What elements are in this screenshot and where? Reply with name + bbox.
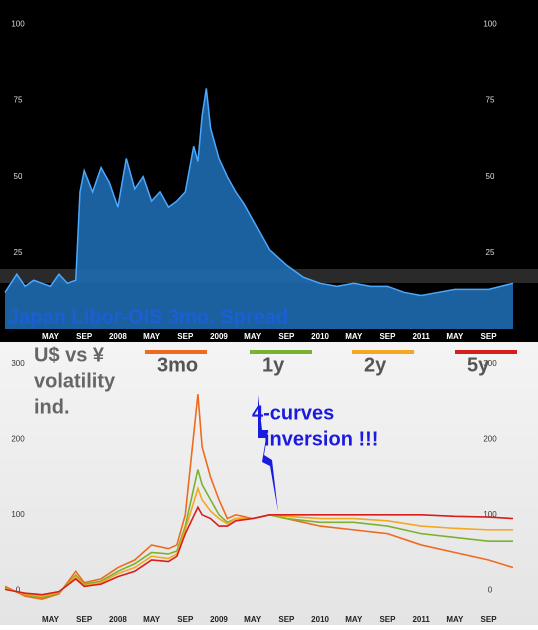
x-tick-label: 2009 xyxy=(210,332,228,341)
x-tick-label: SEP xyxy=(379,615,396,624)
series-line xyxy=(4,469,513,599)
bottom-background xyxy=(0,342,538,625)
y-tick-label: 50 xyxy=(14,172,23,181)
y-tick-label: 300 xyxy=(11,359,25,368)
chart-title: Japan Libor-OIS 3mo. Spread xyxy=(8,306,288,328)
legend-swatch xyxy=(250,350,312,354)
legend-label: 5y xyxy=(467,354,490,376)
area xyxy=(5,88,513,329)
y-tick-label: 100 xyxy=(11,510,25,519)
y-tick-label: 100 xyxy=(11,19,25,28)
y2-tick-label: 50 xyxy=(486,172,495,181)
series-line xyxy=(4,485,513,597)
y-tick-label: 200 xyxy=(11,435,25,444)
x-tick-label: SEP xyxy=(76,332,93,341)
legend-swatch xyxy=(455,350,517,354)
x-tick-label: SEP xyxy=(278,615,295,624)
note: U$ vs ¥ xyxy=(34,344,105,366)
legend-label: 1y xyxy=(262,354,285,376)
y-tick-label: 75 xyxy=(14,96,23,105)
x-tick-label: MAY xyxy=(42,332,60,341)
callout: inversion !!! xyxy=(264,428,378,450)
y2-tick-label: 100 xyxy=(483,19,497,28)
note: ind. xyxy=(34,396,70,418)
x-tick-label: 2010 xyxy=(311,332,329,341)
legend-swatch xyxy=(145,350,207,354)
x-tick-label: 2011 xyxy=(412,332,430,341)
x-tick-label: SEP xyxy=(481,332,498,341)
y2-tick-label: 75 xyxy=(486,96,495,105)
y-tick-label: 0 xyxy=(16,585,21,594)
x-tick-label: MAY xyxy=(42,615,60,624)
note: volatility xyxy=(34,370,116,392)
x-tick-label: MAY xyxy=(143,332,161,341)
series-line xyxy=(4,505,514,596)
x-tick-label: MAY xyxy=(345,332,363,341)
y2-tick-label: 0 xyxy=(488,585,493,594)
x-tick-label: MAY xyxy=(244,332,262,341)
y2-tick-label: 25 xyxy=(486,248,495,257)
x-tick-label: MAY xyxy=(143,615,161,624)
x-tick-label: 2008 xyxy=(109,332,127,341)
legend-label: 3mo xyxy=(157,354,198,376)
area-line xyxy=(4,88,514,297)
callout-arrow xyxy=(258,395,278,512)
series-line xyxy=(4,394,514,601)
x-tick-label: SEP xyxy=(278,332,295,341)
x-tick-label: SEP xyxy=(76,615,93,624)
x-tick-label: SEP xyxy=(379,332,396,341)
x-tick-label: 2011 xyxy=(412,615,430,624)
y2-tick-label: 100 xyxy=(483,510,497,519)
x-tick-label: MAY xyxy=(446,615,464,624)
x-tick-label: SEP xyxy=(177,615,194,624)
x-tick-label: SEP xyxy=(177,332,194,341)
x-tick-label: 2008 xyxy=(109,615,127,624)
legend-label: 2y xyxy=(364,354,387,376)
legend-swatch xyxy=(352,350,414,354)
x-tick-label: 2010 xyxy=(311,615,329,624)
y-tick-label: 25 xyxy=(14,248,23,257)
x-tick-label: 2009 xyxy=(210,615,228,624)
callout: 4-curves xyxy=(252,402,334,424)
x-tick-label: SEP xyxy=(481,615,498,624)
y2-tick-label: 200 xyxy=(483,435,497,444)
x-tick-label: MAY xyxy=(244,615,262,624)
y2-tick-label: 300 xyxy=(483,359,497,368)
x-tick-label: MAY xyxy=(446,332,464,341)
x-tick-label: MAY xyxy=(345,615,363,624)
